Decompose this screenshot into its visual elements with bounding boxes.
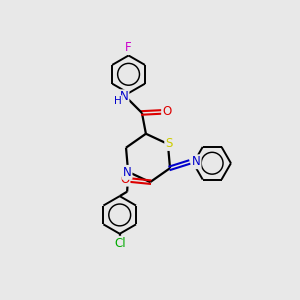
Text: F: F: [125, 41, 132, 54]
Text: H: H: [114, 96, 122, 106]
Text: N: N: [192, 155, 201, 168]
Text: Cl: Cl: [114, 237, 125, 250]
Text: O: O: [162, 105, 171, 119]
Text: S: S: [165, 137, 172, 150]
Text: N: N: [120, 90, 128, 103]
Text: N: N: [123, 166, 131, 179]
Text: O: O: [120, 172, 130, 186]
